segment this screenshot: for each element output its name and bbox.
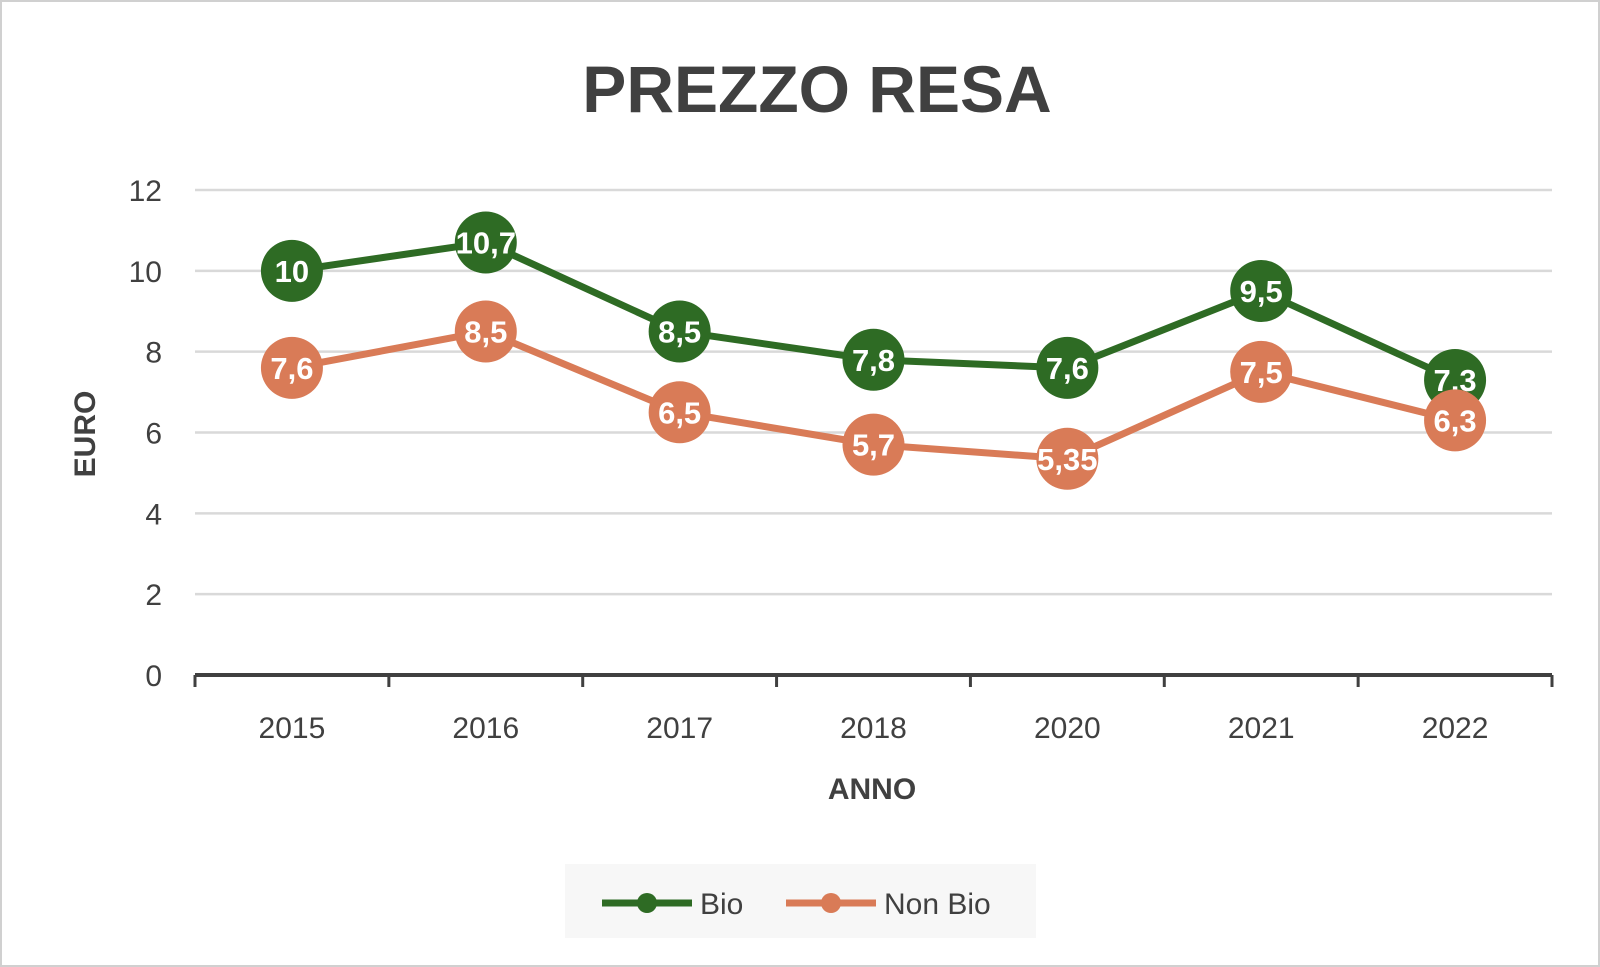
y-tick-label: 4 (145, 498, 162, 531)
series-1: 7,6 8,5 6,5 5,7 5,35 7,5 6,3 (260, 300, 1487, 490)
data-label: 7,6 (1046, 351, 1089, 386)
data-point (454, 300, 517, 363)
legend: Bio Non Bio (565, 864, 1036, 938)
data-label: 5,7 (852, 428, 895, 463)
y-tick-label: 0 (145, 660, 162, 693)
data-label: 7,6 (270, 351, 313, 386)
data-point (1424, 389, 1487, 452)
x-tick-label: 2018 (840, 712, 907, 745)
data-label: 6,5 (658, 395, 701, 430)
data-label: 10,7 (456, 226, 516, 261)
data-point (260, 336, 323, 399)
data-label: 8,5 (658, 314, 701, 349)
data-label: 7,8 (852, 343, 895, 378)
data-point (1230, 260, 1293, 323)
y-tick-label: 2 (145, 579, 162, 612)
data-point (648, 381, 711, 444)
data-label: 7,5 (1240, 355, 1283, 390)
y-axis-title: EURO (69, 391, 102, 478)
y-axis-tick-labels: 0 2 4 6 8 10 12 (129, 175, 162, 693)
x-tick-label: 2020 (1034, 712, 1101, 745)
data-label: 8,5 (464, 314, 507, 349)
data-point (648, 300, 711, 363)
chart-title: PREZZO RESA (582, 52, 1051, 126)
x-tick-label: 2016 (452, 712, 519, 745)
x-tick-label: 2021 (1228, 712, 1295, 745)
x-axis (193, 673, 1554, 687)
data-point (1036, 336, 1099, 399)
legend-swatch-marker (637, 893, 657, 913)
data-label: 9,5 (1240, 274, 1283, 309)
data-point (260, 239, 323, 302)
x-tick-label: 2022 (1422, 712, 1489, 745)
data-label: 6,3 (1434, 403, 1477, 438)
x-axis-tick-labels: 2015 2016 2017 2018 2020 2021 2022 (259, 712, 1489, 745)
y-tick-label: 6 (145, 418, 162, 451)
data-label: 5,35 (1037, 442, 1097, 477)
y-tick-label: 8 (145, 337, 162, 370)
x-axis-title: ANNO (828, 773, 916, 806)
data-point (454, 211, 517, 274)
legend-label: Non Bio (884, 888, 991, 921)
data-label: 10 (275, 254, 309, 289)
legend-swatch-marker (821, 893, 841, 913)
y-tick-label: 12 (129, 175, 162, 208)
x-tick-label: 2017 (646, 712, 713, 745)
data-point (842, 328, 905, 391)
x-tick-label: 2015 (259, 712, 326, 745)
y-tick-label: 10 (129, 256, 162, 289)
data-point (1036, 427, 1099, 490)
data-point (842, 413, 905, 476)
data-point (1230, 340, 1293, 403)
legend-label: Bio (700, 888, 743, 921)
